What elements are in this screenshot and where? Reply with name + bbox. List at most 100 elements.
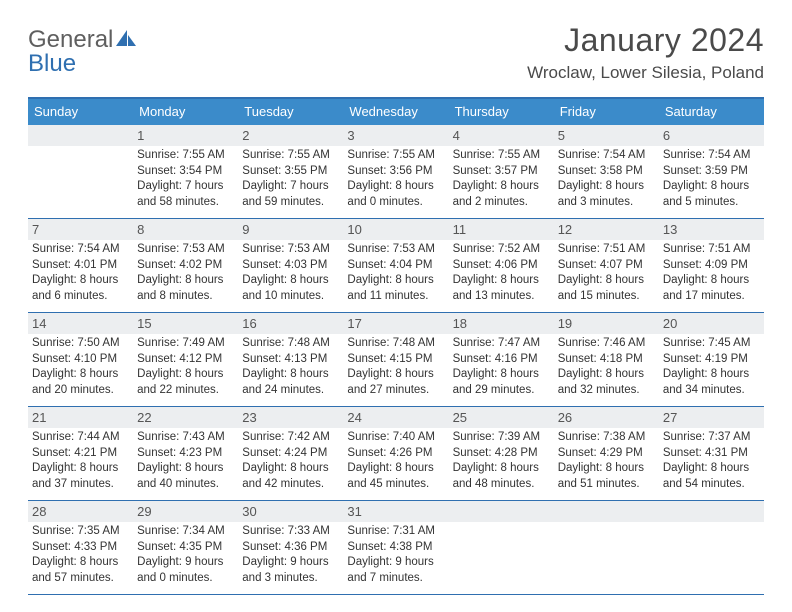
calendar-cell: 15Sunrise: 7:49 AMSunset: 4:12 PMDayligh…	[133, 313, 238, 398]
day-number: 11	[449, 219, 554, 240]
calendar: SundayMondayTuesdayWednesdayThursdayFrid…	[28, 97, 764, 595]
calendar-cell: 3Sunrise: 7:55 AMSunset: 3:56 PMDaylight…	[343, 125, 448, 210]
day-number: 23	[238, 407, 343, 428]
calendar-cell: 9Sunrise: 7:53 AMSunset: 4:03 PMDaylight…	[238, 219, 343, 304]
calendar-cell	[554, 501, 659, 586]
day-info: Sunrise: 7:51 AMSunset: 4:07 PMDaylight:…	[558, 242, 655, 304]
day-info: Sunrise: 7:40 AMSunset: 4:26 PMDaylight:…	[347, 430, 444, 492]
day-info: Sunrise: 7:33 AMSunset: 4:36 PMDaylight:…	[242, 524, 339, 586]
header: General Blue January 2024 Wroclaw, Lower…	[28, 22, 764, 83]
day-info: Sunrise: 7:55 AMSunset: 3:57 PMDaylight:…	[453, 148, 550, 210]
calendar-cell: 22Sunrise: 7:43 AMSunset: 4:23 PMDayligh…	[133, 407, 238, 492]
calendar-cell: 17Sunrise: 7:48 AMSunset: 4:15 PMDayligh…	[343, 313, 448, 398]
calendar-cell: 25Sunrise: 7:39 AMSunset: 4:28 PMDayligh…	[449, 407, 554, 492]
day-info: Sunrise: 7:51 AMSunset: 4:09 PMDaylight:…	[663, 242, 760, 304]
day-info: Sunrise: 7:53 AMSunset: 4:03 PMDaylight:…	[242, 242, 339, 304]
day-number: 30	[238, 501, 343, 522]
calendar-week: 21Sunrise: 7:44 AMSunset: 4:21 PMDayligh…	[28, 407, 764, 501]
day-info: Sunrise: 7:45 AMSunset: 4:19 PMDaylight:…	[663, 336, 760, 398]
calendar-week: 1Sunrise: 7:55 AMSunset: 3:54 PMDaylight…	[28, 125, 764, 219]
calendar-cell: 1Sunrise: 7:55 AMSunset: 3:54 PMDaylight…	[133, 125, 238, 210]
weekday-label: Saturday	[659, 99, 764, 125]
calendar-cell: 5Sunrise: 7:54 AMSunset: 3:58 PMDaylight…	[554, 125, 659, 210]
page-title: January 2024	[527, 22, 764, 59]
calendar-cell: 28Sunrise: 7:35 AMSunset: 4:33 PMDayligh…	[28, 501, 133, 586]
calendar-cell: 4Sunrise: 7:55 AMSunset: 3:57 PMDaylight…	[449, 125, 554, 210]
weekday-label: Thursday	[449, 99, 554, 125]
day-info: Sunrise: 7:31 AMSunset: 4:38 PMDaylight:…	[347, 524, 444, 586]
day-info: Sunrise: 7:50 AMSunset: 4:10 PMDaylight:…	[32, 336, 129, 398]
calendar-cell: 23Sunrise: 7:42 AMSunset: 4:24 PMDayligh…	[238, 407, 343, 492]
calendar-cell	[659, 501, 764, 586]
day-info: Sunrise: 7:53 AMSunset: 4:02 PMDaylight:…	[137, 242, 234, 304]
day-number: 16	[238, 313, 343, 334]
day-info: Sunrise: 7:48 AMSunset: 4:15 PMDaylight:…	[347, 336, 444, 398]
calendar-cell: 6Sunrise: 7:54 AMSunset: 3:59 PMDaylight…	[659, 125, 764, 210]
day-number: 31	[343, 501, 448, 522]
calendar-cell: 10Sunrise: 7:53 AMSunset: 4:04 PMDayligh…	[343, 219, 448, 304]
day-number: 3	[343, 125, 448, 146]
calendar-cell: 8Sunrise: 7:53 AMSunset: 4:02 PMDaylight…	[133, 219, 238, 304]
logo-word-b: Blue	[28, 50, 76, 77]
day-info: Sunrise: 7:53 AMSunset: 4:04 PMDaylight:…	[347, 242, 444, 304]
calendar-cell: 19Sunrise: 7:46 AMSunset: 4:18 PMDayligh…	[554, 313, 659, 398]
day-number: 20	[659, 313, 764, 334]
day-number: 19	[554, 313, 659, 334]
calendar-cell: 27Sunrise: 7:37 AMSunset: 4:31 PMDayligh…	[659, 407, 764, 492]
day-number: 10	[343, 219, 448, 240]
day-info: Sunrise: 7:37 AMSunset: 4:31 PMDaylight:…	[663, 430, 760, 492]
day-info: Sunrise: 7:49 AMSunset: 4:12 PMDaylight:…	[137, 336, 234, 398]
location-label: Wroclaw, Lower Silesia, Poland	[527, 63, 764, 83]
calendar-cell: 21Sunrise: 7:44 AMSunset: 4:21 PMDayligh…	[28, 407, 133, 492]
day-number: 5	[554, 125, 659, 146]
calendar-cell: 12Sunrise: 7:51 AMSunset: 4:07 PMDayligh…	[554, 219, 659, 304]
weekday-label: Wednesday	[343, 99, 448, 125]
calendar-cell: 7Sunrise: 7:54 AMSunset: 4:01 PMDaylight…	[28, 219, 133, 304]
day-number: 13	[659, 219, 764, 240]
calendar-cell: 30Sunrise: 7:33 AMSunset: 4:36 PMDayligh…	[238, 501, 343, 586]
day-info: Sunrise: 7:55 AMSunset: 3:54 PMDaylight:…	[137, 148, 234, 210]
weekday-label: Tuesday	[238, 99, 343, 125]
calendar-cell: 29Sunrise: 7:34 AMSunset: 4:35 PMDayligh…	[133, 501, 238, 586]
calendar-cell	[28, 125, 133, 210]
day-info: Sunrise: 7:42 AMSunset: 4:24 PMDaylight:…	[242, 430, 339, 492]
logo-sail-icon	[115, 29, 137, 47]
day-info: Sunrise: 7:48 AMSunset: 4:13 PMDaylight:…	[242, 336, 339, 398]
day-number: 1	[133, 125, 238, 146]
day-number: 29	[133, 501, 238, 522]
calendar-cell: 14Sunrise: 7:50 AMSunset: 4:10 PMDayligh…	[28, 313, 133, 398]
day-number: 2	[238, 125, 343, 146]
calendar-cell: 26Sunrise: 7:38 AMSunset: 4:29 PMDayligh…	[554, 407, 659, 492]
day-info: Sunrise: 7:44 AMSunset: 4:21 PMDaylight:…	[32, 430, 129, 492]
day-number: 7	[28, 219, 133, 240]
calendar-cell: 11Sunrise: 7:52 AMSunset: 4:06 PMDayligh…	[449, 219, 554, 304]
day-number: 28	[28, 501, 133, 522]
calendar-cell: 13Sunrise: 7:51 AMSunset: 4:09 PMDayligh…	[659, 219, 764, 304]
weekday-label: Sunday	[28, 99, 133, 125]
day-info: Sunrise: 7:55 AMSunset: 3:56 PMDaylight:…	[347, 148, 444, 210]
day-info: Sunrise: 7:34 AMSunset: 4:35 PMDaylight:…	[137, 524, 234, 586]
logo: General Blue	[28, 22, 137, 76]
calendar-week: 7Sunrise: 7:54 AMSunset: 4:01 PMDaylight…	[28, 219, 764, 313]
day-number: 21	[28, 407, 133, 428]
calendar-week: 28Sunrise: 7:35 AMSunset: 4:33 PMDayligh…	[28, 501, 764, 595]
day-info: Sunrise: 7:39 AMSunset: 4:28 PMDaylight:…	[453, 430, 550, 492]
weekday-label: Friday	[554, 99, 659, 125]
day-number: 26	[554, 407, 659, 428]
calendar-week: 14Sunrise: 7:50 AMSunset: 4:10 PMDayligh…	[28, 313, 764, 407]
day-info: Sunrise: 7:38 AMSunset: 4:29 PMDaylight:…	[558, 430, 655, 492]
day-info: Sunrise: 7:55 AMSunset: 3:55 PMDaylight:…	[242, 148, 339, 210]
calendar-cell: 31Sunrise: 7:31 AMSunset: 4:38 PMDayligh…	[343, 501, 448, 586]
day-number: 12	[554, 219, 659, 240]
day-number: 4	[449, 125, 554, 146]
day-number	[449, 501, 554, 522]
day-number: 14	[28, 313, 133, 334]
calendar-cell: 18Sunrise: 7:47 AMSunset: 4:16 PMDayligh…	[449, 313, 554, 398]
day-info: Sunrise: 7:47 AMSunset: 4:16 PMDaylight:…	[453, 336, 550, 398]
day-number	[659, 501, 764, 522]
day-number: 18	[449, 313, 554, 334]
day-number: 8	[133, 219, 238, 240]
calendar-cell: 16Sunrise: 7:48 AMSunset: 4:13 PMDayligh…	[238, 313, 343, 398]
day-number: 6	[659, 125, 764, 146]
day-number: 25	[449, 407, 554, 428]
